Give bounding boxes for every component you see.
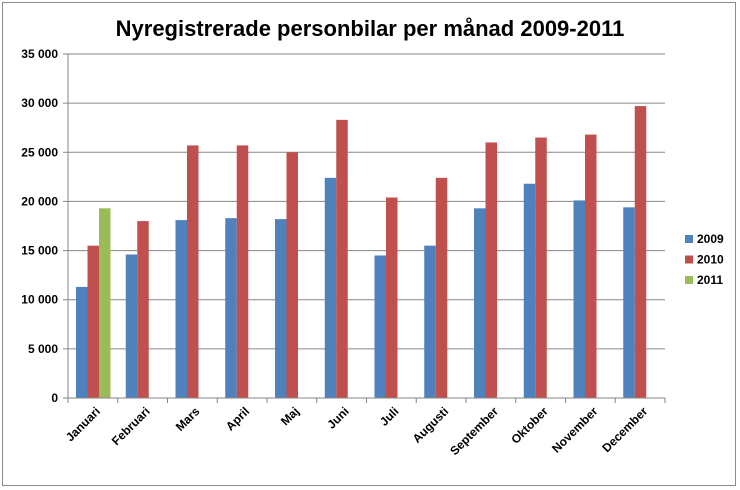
bar-2010-oktober <box>535 137 547 399</box>
legend-label: 2010 <box>697 253 724 267</box>
legend: 2009 2010 2011 <box>685 232 724 287</box>
y-tick-label: 20 000 <box>21 194 58 208</box>
x-axis-ticks: Januari Februari Mars April Maj Juni Juli Augus… <box>63 398 666 458</box>
x-tick-label: November <box>549 404 601 456</box>
bar-2009-juni <box>324 177 337 398</box>
bar-2010-december <box>634 106 647 398</box>
x-tick-label: Januari <box>63 404 103 444</box>
y-tick-label: 30 000 <box>21 96 58 110</box>
bar-2009-november <box>573 200 585 398</box>
x-tick-label: Juli <box>377 404 402 429</box>
chart-title: Nyregistrerade personbilar per månad 200… <box>116 16 625 41</box>
bar-2009-augusti <box>424 245 436 398</box>
bar-2009-december <box>623 207 635 398</box>
bar-2009-januari <box>76 286 88 398</box>
x-tick-label: September <box>447 404 501 458</box>
x-tick-label: Oktober <box>508 404 551 447</box>
x-tick-label: December <box>599 404 650 455</box>
x-tick-label: Maj <box>278 404 302 428</box>
bar-2010-augusti <box>435 177 448 398</box>
bar-2010-juli <box>386 197 398 398</box>
chart-frame <box>2 2 736 486</box>
y-tick-label: 15 000 <box>21 244 58 258</box>
bar-2010-januari <box>87 245 99 398</box>
bar-2009-mars <box>175 220 187 398</box>
x-tick-label: Juni <box>324 404 351 431</box>
bar-2010-april <box>236 145 249 398</box>
x-tick-label: Augusti <box>410 404 451 445</box>
bar-2009-juli <box>374 255 386 398</box>
bar-2009-april <box>225 218 237 398</box>
legend-label: 2011 <box>697 273 723 287</box>
y-axis-ticks: 0 5 000 10 000 15 000 20 000 25 000 30 000 35 0… <box>21 47 68 405</box>
x-tick-label: April <box>223 404 252 433</box>
y-tick-label: 10 000 <box>21 293 58 307</box>
y-tick-label: 0 <box>51 391 58 405</box>
bar-2009-maj <box>275 219 287 398</box>
grid-lines <box>68 53 665 350</box>
legend-swatch <box>685 276 693 284</box>
y-tick-label: 25 000 <box>21 145 58 159</box>
y-tick-label: 35 000 <box>21 47 58 61</box>
bar-2011-januari <box>99 208 111 398</box>
bar-2009-oktober <box>523 183 536 398</box>
x-tick-label: Februari <box>109 404 153 448</box>
legend-swatch <box>685 255 693 264</box>
legend-label: 2009 <box>697 232 724 246</box>
x-tick-label: Mars <box>173 404 203 434</box>
bar-2010-juni <box>336 119 348 398</box>
y-tick-label: 5 000 <box>28 342 58 356</box>
bar-2010-november <box>585 134 597 398</box>
bar-2010-februari <box>137 221 149 398</box>
bar-2010-september <box>485 142 497 398</box>
bar-2010-maj <box>286 152 298 398</box>
legend-swatch <box>685 235 693 243</box>
bar-2009-september <box>474 208 486 398</box>
bar-2010-mars <box>187 145 199 398</box>
bars <box>76 106 647 399</box>
bar-2009-februari <box>125 254 138 398</box>
